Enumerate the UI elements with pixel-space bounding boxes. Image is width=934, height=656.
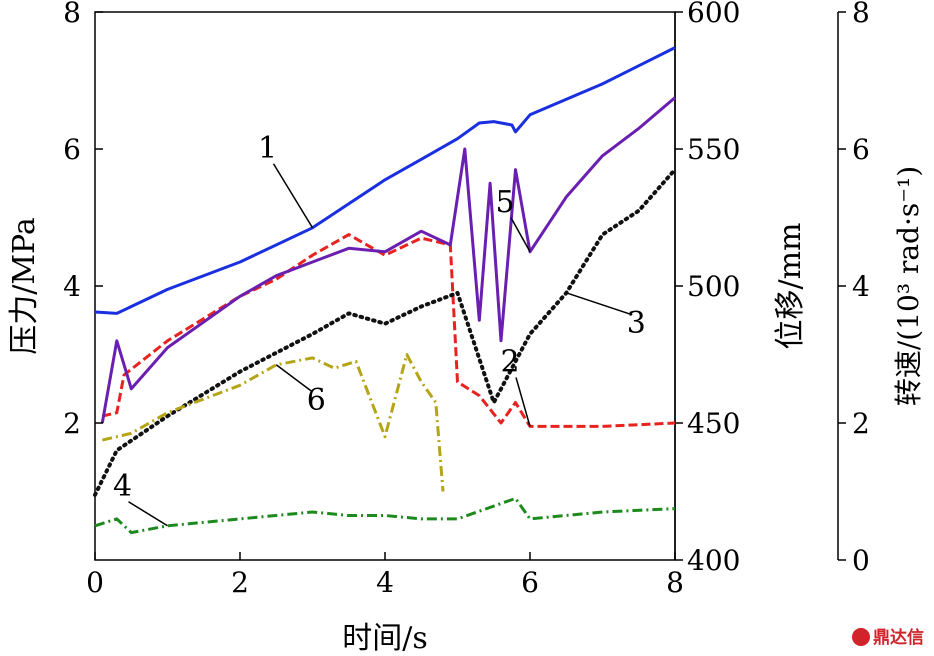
x-axis-label: 时间/s xyxy=(342,621,428,656)
annotation-layer: 1 2 3 4 5 6 xyxy=(113,131,646,527)
series-line-3 xyxy=(93,167,677,497)
annotation-label-5: 5 xyxy=(495,185,514,220)
x-tick-label: 6 xyxy=(521,566,539,599)
plot-frame xyxy=(94,11,676,561)
annotation-label-4: 4 xyxy=(113,469,132,504)
y-mid-tick-label: 550 xyxy=(687,133,740,166)
annotation-leader-3 xyxy=(566,292,633,316)
annotation-label-3: 3 xyxy=(627,306,646,341)
y-mid-tick-label: 600 xyxy=(687,0,740,29)
y-mid-tick-label: 450 xyxy=(687,407,740,440)
series-line-2 xyxy=(101,233,676,428)
annotation-leader-4 xyxy=(128,501,168,527)
annotation-label-2: 2 xyxy=(500,344,519,379)
x-tick-label: 8 xyxy=(666,566,684,599)
x-tick-label: 4 xyxy=(376,566,394,599)
annotation-label-1: 1 xyxy=(258,131,277,166)
y-left-axis-label: 压力/MPa xyxy=(7,217,42,355)
series-layer xyxy=(93,46,677,535)
watermark-logo-icon xyxy=(852,628,870,646)
watermark-text: 鼎达信 xyxy=(873,628,924,648)
annotation-leader-2 xyxy=(515,377,531,427)
y-mid-tick-label: 400 xyxy=(687,544,740,577)
annotation-label-6: 6 xyxy=(307,383,326,418)
y-right-tick-label: 6 xyxy=(852,133,870,166)
y-left-tick-label: 4 xyxy=(63,270,81,303)
series-line-6 xyxy=(101,353,445,492)
annotation-leader-5 xyxy=(510,217,531,253)
y-right-tick-label: 0 xyxy=(852,544,870,577)
series-line-4 xyxy=(94,496,676,535)
y-mid-axis-label: 位移/mm xyxy=(773,222,808,349)
y-right-tick-label: 8 xyxy=(852,0,870,29)
y-right-axis-label: 转速/(10³ rad·s⁻¹) xyxy=(892,166,925,406)
y-left-tick-label: 8 xyxy=(63,0,81,29)
y-left-tick-label: 6 xyxy=(63,133,81,166)
series-line-1 xyxy=(94,46,676,315)
x-tick-label: 0 xyxy=(86,566,104,599)
y-right-tick-label: 2 xyxy=(852,407,870,440)
annotation-leader-1 xyxy=(272,163,314,229)
x-tick-label: 2 xyxy=(231,566,249,599)
y-left-tick-label: 2 xyxy=(63,407,81,440)
annotation-leader-6 xyxy=(275,364,313,393)
y-right-tick-label: 4 xyxy=(852,270,870,303)
watermark: 鼎达信 xyxy=(852,623,924,648)
y-mid-tick-label: 500 xyxy=(687,270,740,303)
series-line-5 xyxy=(100,96,676,424)
